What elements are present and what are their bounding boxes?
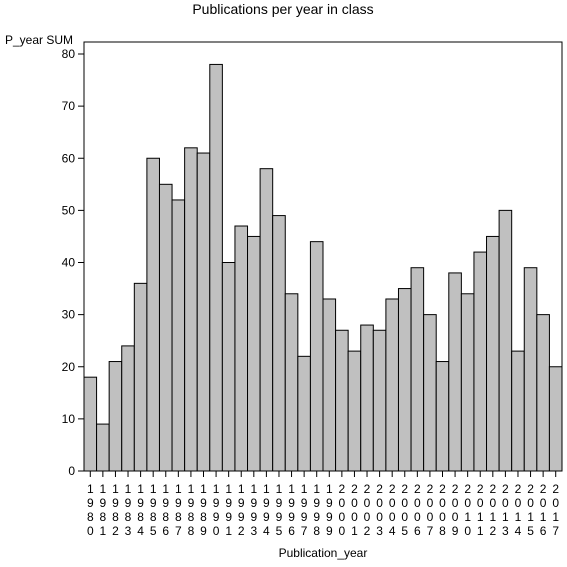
chart-title: Publications per year in class <box>192 1 373 17</box>
bar <box>360 324 374 472</box>
y-axis-label: P_year SUM <box>5 33 73 47</box>
bar <box>121 345 135 472</box>
bar <box>309 241 324 472</box>
y-tick-label: 70 <box>62 99 76 113</box>
bar <box>410 267 425 472</box>
bar <box>548 366 563 472</box>
y-tick-label: 80 <box>62 47 76 61</box>
bar <box>397 288 412 472</box>
bar <box>221 262 236 472</box>
bar <box>234 225 249 472</box>
y-tick-label: 20 <box>62 360 76 374</box>
bar <box>486 235 500 472</box>
y-tick-label: 50 <box>62 203 76 217</box>
bar <box>83 376 98 472</box>
bar <box>247 235 261 472</box>
bar <box>523 267 538 472</box>
bar <box>511 350 525 472</box>
bar <box>536 314 550 472</box>
bar <box>209 63 223 472</box>
y-tick-label: 10 <box>62 412 76 426</box>
bar <box>133 282 148 472</box>
bar <box>284 293 299 472</box>
bar <box>259 168 274 472</box>
bar <box>347 350 362 472</box>
bar <box>297 355 311 472</box>
bar <box>322 298 337 472</box>
bar <box>108 361 123 472</box>
bar <box>448 272 462 472</box>
x-axis-label: Publication_year <box>279 546 368 560</box>
bar <box>196 152 211 472</box>
bar <box>372 329 387 472</box>
bar <box>423 314 437 472</box>
y-tick-label: 0 <box>68 464 75 478</box>
y-tick-label: 60 <box>62 151 76 165</box>
bar <box>435 361 450 472</box>
bar <box>335 329 349 472</box>
bar <box>272 215 286 472</box>
bar <box>385 298 399 472</box>
plot-area: 0 10 20 30 40 50 60 70 80 1 9 8 0 1 9 8 1 1 9 8 2 1 9 8 3 1 9 8 4 1 9 8… <box>62 41 563 538</box>
bar <box>473 251 488 472</box>
y-tick-label: 30 <box>62 308 76 322</box>
bar <box>96 423 110 472</box>
bar <box>184 147 198 472</box>
y-tick-label: 40 <box>62 256 76 270</box>
bar <box>171 199 186 472</box>
bar <box>158 183 173 472</box>
bar <box>146 157 160 472</box>
bar <box>498 209 513 472</box>
bar <box>460 293 475 472</box>
